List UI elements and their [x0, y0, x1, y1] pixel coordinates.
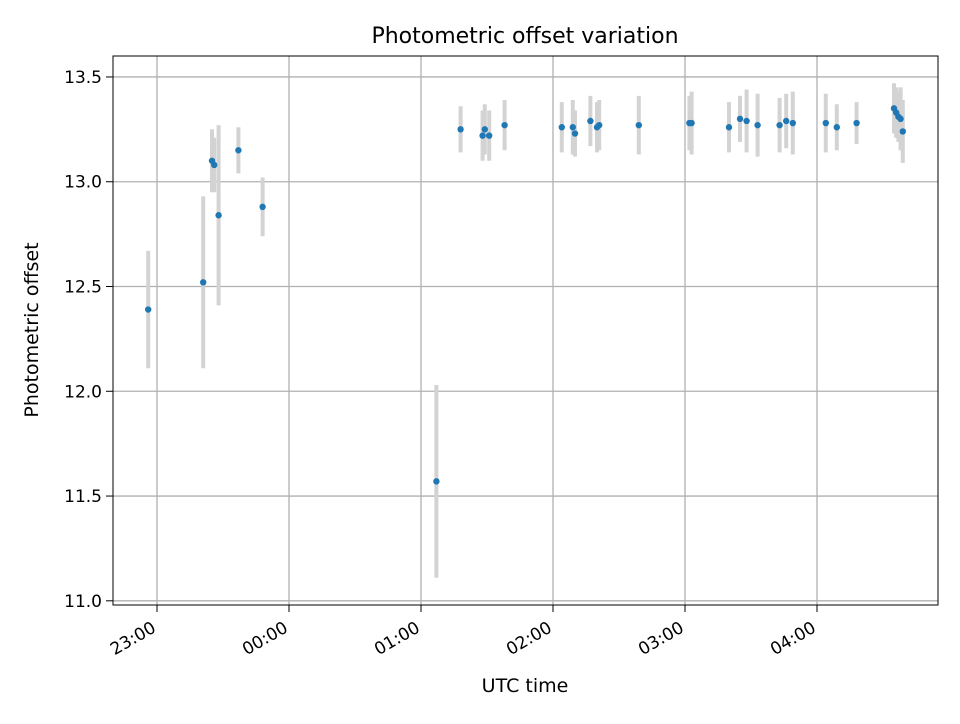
data-point — [200, 279, 207, 286]
data-point — [486, 132, 493, 139]
data-point — [481, 126, 488, 133]
y-tick-label: 13.5 — [64, 68, 102, 88]
y-tick-label: 11.5 — [64, 487, 102, 507]
data-point — [899, 128, 906, 135]
data-point — [853, 119, 860, 127]
grid-lines — [113, 56, 938, 605]
data-point — [754, 121, 761, 129]
data-point — [725, 124, 733, 131]
data-point — [259, 203, 266, 211]
plot-frame — [112, 55, 939, 606]
data-point — [558, 124, 565, 131]
data-point — [433, 478, 440, 485]
data-point — [587, 117, 594, 125]
data-point — [776, 121, 783, 129]
y-axis-label: Photometric offset — [21, 242, 43, 417]
chart-title: Photometric offset variation — [371, 24, 678, 49]
data-point — [743, 117, 750, 125]
data-points — [145, 105, 906, 485]
data-point — [783, 117, 790, 125]
data-point — [897, 115, 904, 123]
data-point — [571, 130, 579, 137]
y-tick-label: 13.0 — [64, 173, 102, 193]
data-point — [833, 124, 840, 131]
data-point — [789, 119, 796, 127]
data-point — [688, 119, 695, 127]
y-tick-label: 12.5 — [64, 277, 102, 297]
data-point — [145, 306, 152, 313]
data-point — [736, 115, 744, 123]
x-axis-label: UTC time — [482, 675, 569, 697]
data-point — [479, 132, 486, 139]
data-point — [501, 121, 508, 129]
data-point — [457, 126, 464, 133]
data-point — [596, 121, 603, 129]
data-point — [569, 124, 576, 131]
data-point — [211, 161, 218, 169]
y-axis-ticks: 11.0 11.5 12.0 12.5 13.0 13.5 — [64, 68, 113, 612]
data-point — [235, 147, 242, 154]
data-point — [215, 212, 222, 219]
data-point — [635, 121, 642, 129]
y-tick-label: 11.0 — [64, 592, 102, 612]
y-tick-label: 12.0 — [64, 382, 102, 402]
data-point — [822, 119, 829, 127]
